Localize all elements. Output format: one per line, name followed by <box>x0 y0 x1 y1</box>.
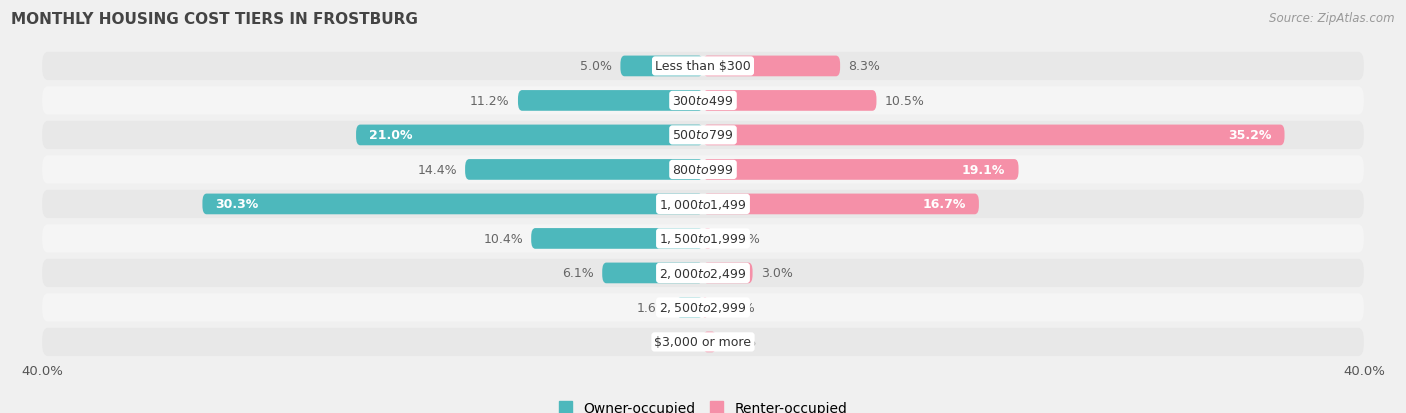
FancyBboxPatch shape <box>676 297 703 318</box>
FancyBboxPatch shape <box>465 160 703 180</box>
Text: 10.4%: 10.4% <box>484 233 523 245</box>
Text: 0.56%: 0.56% <box>720 233 761 245</box>
FancyBboxPatch shape <box>703 297 707 318</box>
Text: 30.3%: 30.3% <box>215 198 259 211</box>
FancyBboxPatch shape <box>42 53 1364 81</box>
FancyBboxPatch shape <box>703 228 713 249</box>
FancyBboxPatch shape <box>42 87 1364 115</box>
Text: $500 to $799: $500 to $799 <box>672 129 734 142</box>
FancyBboxPatch shape <box>703 57 841 77</box>
Text: Less than $300: Less than $300 <box>655 60 751 73</box>
Text: 5.0%: 5.0% <box>581 60 612 73</box>
FancyBboxPatch shape <box>42 121 1364 150</box>
Text: 8.3%: 8.3% <box>848 60 880 73</box>
Text: $1,000 to $1,499: $1,000 to $1,499 <box>659 197 747 211</box>
FancyBboxPatch shape <box>42 259 1364 287</box>
Text: 35.2%: 35.2% <box>1227 129 1271 142</box>
FancyBboxPatch shape <box>703 194 979 215</box>
FancyBboxPatch shape <box>531 228 703 249</box>
Text: MONTHLY HOUSING COST TIERS IN FROSTBURG: MONTHLY HOUSING COST TIERS IN FROSTBURG <box>11 12 418 27</box>
Text: $3,000 or more: $3,000 or more <box>655 336 751 349</box>
Text: 14.4%: 14.4% <box>418 164 457 176</box>
Text: $800 to $999: $800 to $999 <box>672 164 734 176</box>
Text: 0.8%: 0.8% <box>724 336 756 349</box>
Text: $300 to $499: $300 to $499 <box>672 95 734 108</box>
FancyBboxPatch shape <box>202 194 703 215</box>
Text: 19.1%: 19.1% <box>962 164 1005 176</box>
FancyBboxPatch shape <box>42 190 1364 218</box>
Text: $2,500 to $2,999: $2,500 to $2,999 <box>659 301 747 315</box>
FancyBboxPatch shape <box>703 263 752 284</box>
Text: 1.6%: 1.6% <box>637 301 668 314</box>
FancyBboxPatch shape <box>42 156 1364 184</box>
Legend: Owner-occupied, Renter-occupied: Owner-occupied, Renter-occupied <box>553 396 853 413</box>
FancyBboxPatch shape <box>620 57 703 77</box>
FancyBboxPatch shape <box>42 328 1364 356</box>
Text: $2,000 to $2,499: $2,000 to $2,499 <box>659 266 747 280</box>
Text: Source: ZipAtlas.com: Source: ZipAtlas.com <box>1270 12 1395 25</box>
FancyBboxPatch shape <box>703 91 876 112</box>
FancyBboxPatch shape <box>602 263 703 284</box>
FancyBboxPatch shape <box>517 91 703 112</box>
Text: 16.7%: 16.7% <box>922 198 966 211</box>
Text: 6.1%: 6.1% <box>562 267 593 280</box>
Text: 10.5%: 10.5% <box>884 95 925 108</box>
FancyBboxPatch shape <box>703 332 716 352</box>
FancyBboxPatch shape <box>703 160 1018 180</box>
Text: $1,500 to $1,999: $1,500 to $1,999 <box>659 232 747 246</box>
Text: 3.0%: 3.0% <box>761 267 793 280</box>
Text: 0.24%: 0.24% <box>716 301 755 314</box>
FancyBboxPatch shape <box>703 125 1285 146</box>
FancyBboxPatch shape <box>356 125 703 146</box>
FancyBboxPatch shape <box>42 294 1364 322</box>
Text: 11.2%: 11.2% <box>470 95 510 108</box>
FancyBboxPatch shape <box>42 225 1364 253</box>
Text: 21.0%: 21.0% <box>370 129 413 142</box>
